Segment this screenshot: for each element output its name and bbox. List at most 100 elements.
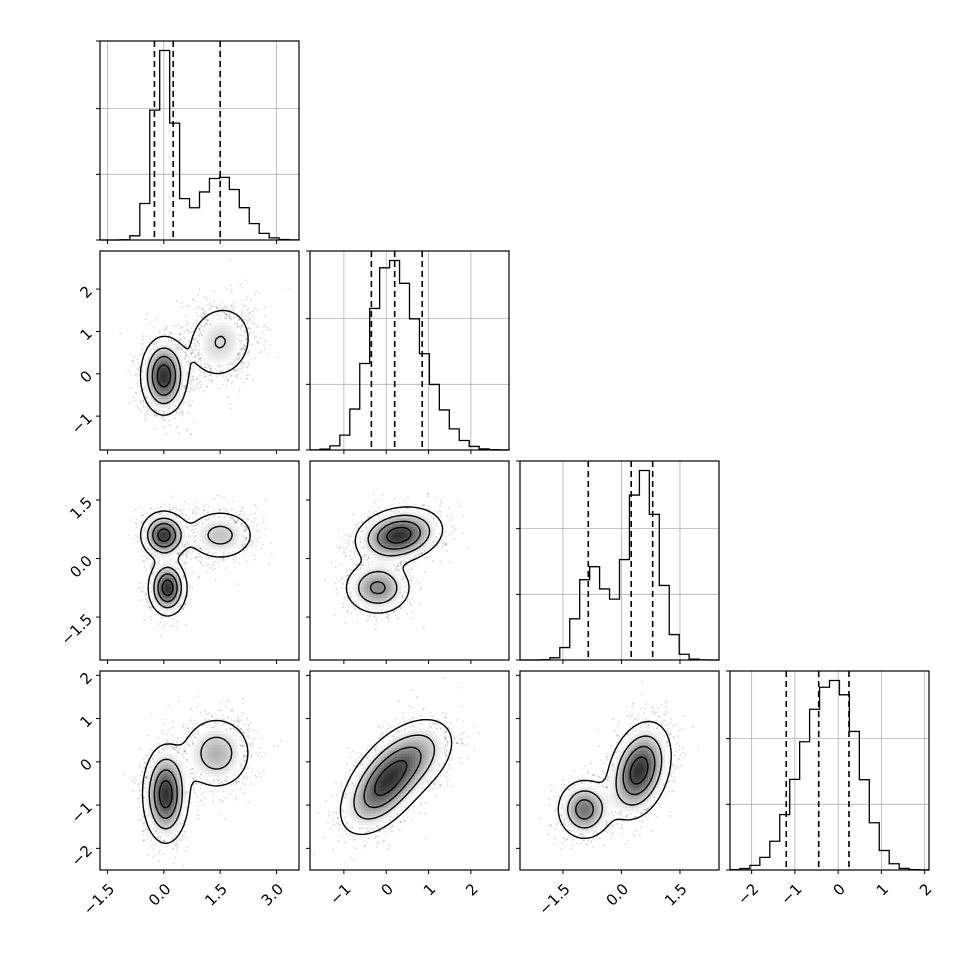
sample-point	[236, 321, 239, 324]
density-cell	[159, 341, 163, 346]
sample-point	[190, 372, 193, 375]
sample-point	[205, 386, 208, 389]
sample-point	[199, 331, 202, 334]
density-cell	[162, 378, 166, 383]
sample-point	[183, 330, 186, 333]
density-cell	[154, 373, 158, 377]
sample-point	[193, 535, 196, 537]
sample-point	[129, 375, 132, 377]
density-cell	[236, 344, 240, 349]
sample-point	[238, 387, 241, 390]
sample-point	[227, 312, 230, 315]
sample-point	[139, 401, 142, 404]
sample-point	[163, 340, 166, 342]
density-cell	[162, 356, 166, 360]
sample-point	[245, 279, 247, 282]
sample-point	[180, 557, 183, 560]
sample-point	[168, 332, 171, 335]
sample-point	[239, 329, 242, 332]
sample-point	[246, 560, 249, 563]
sample-point	[197, 544, 200, 547]
sample-point	[242, 352, 245, 355]
sample-point	[248, 317, 251, 320]
sample-point	[250, 358, 252, 361]
sample-point	[237, 352, 240, 355]
density-cell	[148, 373, 152, 377]
sample-point	[186, 555, 188, 557]
sample-point	[226, 367, 229, 370]
density-cell	[168, 350, 172, 354]
sample-point	[213, 290, 216, 293]
sample-point	[232, 304, 235, 307]
sample-point	[206, 563, 209, 566]
density-cell	[227, 333, 232, 337]
sample-point	[222, 375, 225, 378]
sample-point	[151, 562, 154, 564]
density-cell	[151, 384, 155, 388]
sample-point	[146, 396, 149, 399]
sample-point	[194, 348, 197, 351]
sample-point	[208, 505, 210, 508]
contour-level-1	[139, 309, 249, 416]
sample-point	[162, 418, 165, 421]
density-cell	[148, 353, 152, 357]
density-cell	[162, 376, 166, 380]
sample-point	[189, 543, 192, 546]
sample-point	[222, 307, 225, 310]
sample-point	[250, 299, 252, 302]
sample-point	[198, 334, 201, 337]
density-cell	[222, 350, 226, 354]
sample-point	[195, 356, 198, 359]
sample-point	[223, 496, 226, 499]
sample-point	[136, 536, 139, 539]
sample-point	[228, 363, 231, 366]
density-cell	[171, 364, 175, 368]
density-cell	[205, 356, 209, 360]
sample-point	[241, 311, 244, 314]
sample-point	[146, 547, 149, 550]
sample-point	[191, 511, 194, 514]
density-cell	[168, 344, 172, 349]
density-cell	[159, 390, 163, 394]
sample-point	[180, 348, 183, 351]
density-cell	[202, 341, 206, 346]
density-cell	[227, 339, 232, 343]
sample-point	[205, 366, 208, 369]
density-cell	[179, 387, 183, 391]
sample-point	[233, 301, 235, 304]
density-cell	[176, 364, 180, 368]
density-cell	[165, 381, 169, 386]
sample-point	[245, 318, 247, 320]
sample-point	[234, 561, 237, 564]
sample-point	[143, 565, 146, 568]
sample-point	[192, 536, 195, 539]
sample-point	[206, 385, 208, 388]
density-cell	[233, 324, 237, 329]
density-cell	[205, 359, 209, 363]
density-cell	[210, 339, 215, 343]
density-cell	[208, 347, 212, 351]
sample-point	[243, 549, 246, 552]
density-cell	[176, 600, 180, 604]
sample-point	[245, 296, 248, 299]
sample-point	[197, 293, 200, 296]
sample-point	[252, 378, 255, 381]
density-cell	[176, 376, 180, 380]
sample-point	[185, 557, 188, 560]
sample-point	[160, 416, 163, 419]
sample-point	[241, 346, 244, 349]
sample-point	[215, 313, 218, 315]
sample-point	[226, 396, 229, 399]
sample-point	[139, 409, 142, 412]
sample-point	[233, 521, 236, 524]
sample-point	[218, 364, 220, 367]
density-cell	[205, 324, 209, 329]
density-cell	[219, 361, 223, 366]
density-cell	[219, 359, 223, 363]
sample-point	[253, 554, 256, 557]
density-cell	[148, 384, 152, 388]
sample-point	[158, 511, 161, 514]
sample-point	[237, 352, 240, 355]
sample-point	[216, 307, 218, 310]
sample-point	[193, 324, 196, 327]
